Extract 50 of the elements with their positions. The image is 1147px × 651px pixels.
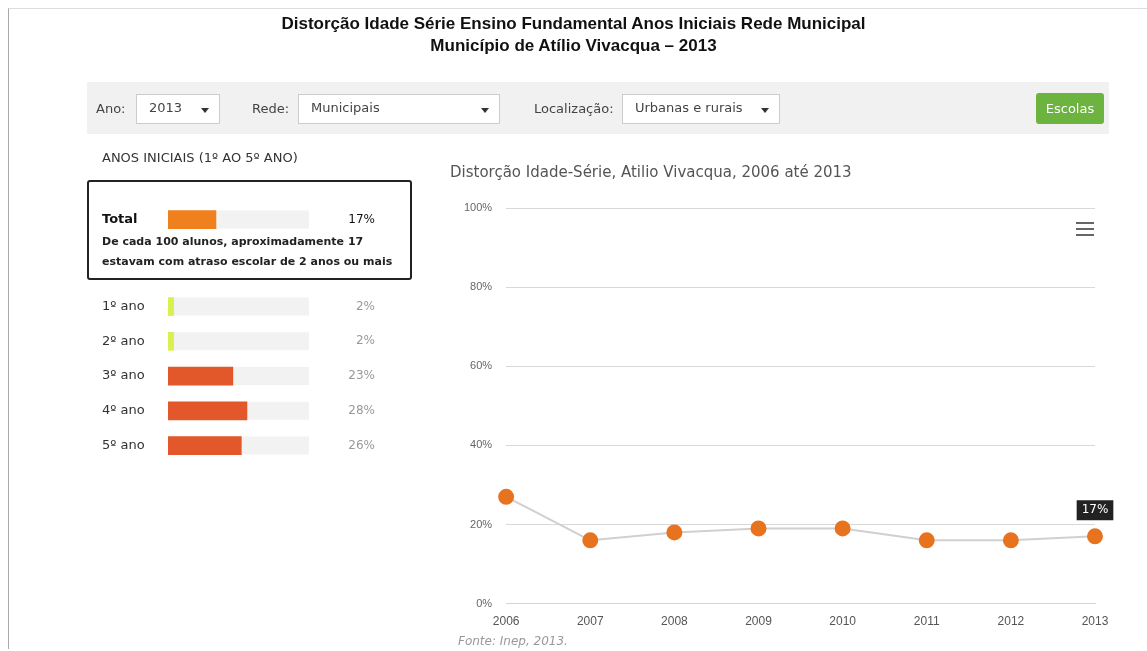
annotation: De cada 100 alunos, aproximadamente 17 estavam com atraso escolar de 2 anos ou mais: [102, 234, 394, 270]
point: [1087, 528, 1103, 545]
text: Ano:: [96, 101, 126, 116]
data-label: 17%: [1081, 502, 1109, 517]
point: [750, 520, 767, 537]
y-tick-label: 0%: [476, 596, 493, 609]
point: [834, 520, 851, 537]
text: 2013: [149, 100, 183, 115]
data-label: 23%: [348, 368, 375, 383]
text: Municipais: [311, 100, 380, 115]
chart-title: ANOS INICIAIS (1º AO 5º ANO): [102, 150, 298, 165]
point: [1002, 532, 1019, 549]
text: Localização:: [534, 101, 614, 116]
source-note: Fonte: Inep, 2013.: [458, 634, 568, 648]
x-tick-label: 2013: [1081, 614, 1109, 629]
point: [666, 524, 683, 541]
data-label: 17%: [348, 211, 375, 226]
data-label: 28%: [348, 402, 375, 417]
x-tick-label: 2009: [745, 614, 773, 629]
x-tick-label: 2007: [576, 614, 604, 629]
text: Escolas: [1045, 101, 1095, 116]
y-tick-label: 2º ano: [102, 332, 145, 348]
text: Município de Atílio Vivacqua – 2013: [429, 36, 718, 56]
y-tick-label: Total: [102, 210, 138, 226]
chart-title: Distorção Idade-Série, Atilio Vivacqua, 2006 até 2013: [450, 162, 852, 181]
bar: [168, 331, 174, 351]
y-tick-label: 60%: [470, 359, 493, 372]
text: Rede:: [252, 101, 290, 116]
x-tick-label: 2008: [661, 614, 689, 629]
y-tick-label: 80%: [470, 280, 493, 293]
y-tick-label: 40%: [470, 438, 493, 451]
x-tick-label: 2010: [829, 614, 857, 629]
bar: [168, 297, 174, 316]
x-tick-label: 2012: [997, 614, 1025, 629]
y-tick-label: 100%: [463, 201, 493, 214]
data-label: 26%: [348, 437, 375, 452]
data-label: 2%: [355, 333, 375, 348]
y-tick-label: 5º ano: [102, 436, 145, 452]
y-tick-label: 20%: [470, 517, 493, 530]
point: [918, 532, 935, 549]
y-tick-label: 3º ano: [102, 367, 145, 383]
point: [498, 488, 515, 505]
y-tick-label: 1º ano: [102, 297, 145, 313]
point: [582, 532, 599, 549]
text: Distorção Idade Série Ensino Fundamental Anos Iniciais Rede Municipal: [280, 14, 867, 34]
x-tick-label: 2011: [913, 614, 940, 629]
data-label: 2%: [355, 298, 375, 313]
y-tick-label: 4º ano: [102, 402, 145, 418]
x-tick-label: 2006: [492, 614, 520, 629]
text: Urbanas e rurais: [635, 100, 743, 115]
